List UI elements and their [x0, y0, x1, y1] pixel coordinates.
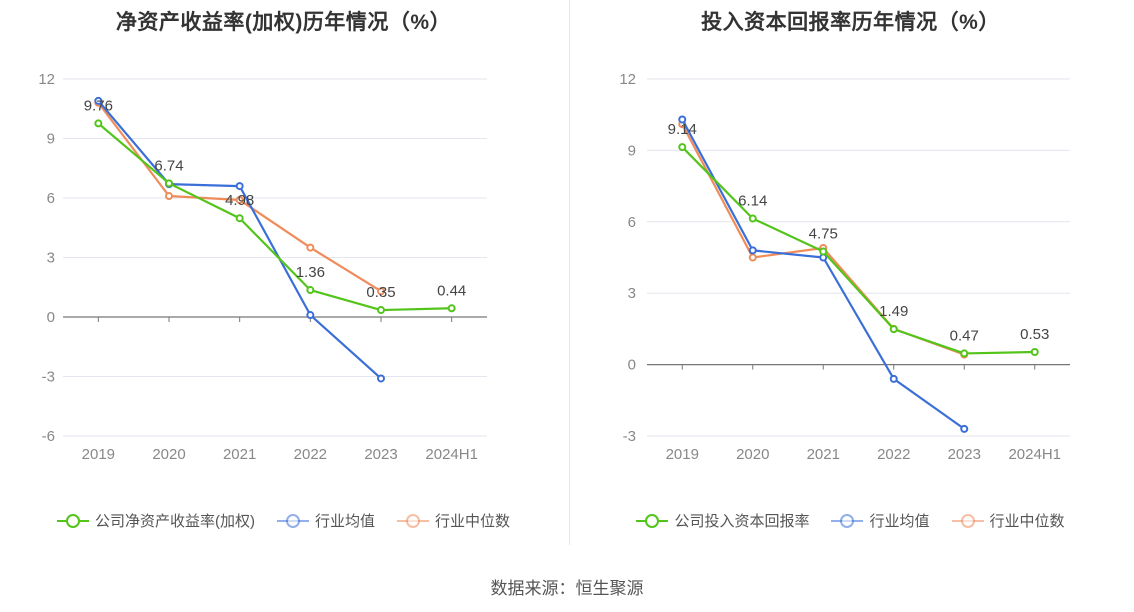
data-source-note: 数据来源：恒生聚源 [490, 579, 644, 598]
x-tick-label: 2022 [877, 446, 910, 463]
data-point [235, 195, 244, 204]
data-label: 9.76 [84, 97, 113, 114]
x-tick-label: 2023 [364, 446, 397, 463]
data-point [678, 115, 687, 124]
legend-label: 行业中位数 [989, 513, 1065, 530]
data-label: 0.53 [1020, 326, 1049, 343]
data-point [94, 96, 103, 105]
y-tick-label: -3 [42, 369, 55, 386]
chart-title: 投入资本回报率历年情况（%） [701, 11, 1000, 34]
data-point [235, 182, 244, 191]
y-tick-label: 0 [628, 357, 636, 374]
data-point [377, 306, 385, 315]
data-point [306, 311, 315, 320]
data-point [889, 374, 898, 383]
data-point [447, 304, 456, 313]
roic-chart-panel: 投入资本回报率历年情况（%） -3 0 3 6 9 12 2019 2020 2021 2022 2… [567, 0, 1134, 560]
legend-item[interactable]: 行业中位数 [397, 510, 510, 531]
data-label: 6.14 [738, 192, 767, 209]
y-tick-label: 12 [619, 71, 636, 88]
chart-legend: 公司投入资本回报率 行业均值 行业中位数 [567, 510, 1134, 531]
series-line [97, 100, 382, 380]
y-tick-label: 6 [47, 190, 55, 207]
x-tick-label: 2021 [807, 446, 840, 463]
data-point [889, 325, 898, 334]
x-tick-label: 2019 [666, 446, 699, 463]
y-tick-label: 9 [628, 142, 636, 159]
data-label: 0.44 [437, 282, 466, 299]
data-point [1030, 347, 1039, 356]
roic-chart-plot: -3 0 3 6 9 12 2019 2020 2021 2022 2023 2024H1 9.14 6.… [619, 71, 1070, 463]
y-tick-label: -6 [42, 428, 55, 445]
data-point [748, 214, 757, 223]
panel-divider [569, 0, 570, 545]
x-tick-label: 2022 [294, 446, 327, 463]
legend-item[interactable]: 行业均值 [831, 510, 930, 531]
data-point [235, 214, 244, 223]
legend-marker-icon [56, 513, 89, 529]
data-point [748, 246, 757, 255]
legend-marker-icon [831, 513, 864, 529]
data-label: 4.98 [225, 192, 254, 209]
data-point [819, 247, 828, 256]
legend-item[interactable]: 行业均值 [276, 510, 375, 531]
data-point [377, 374, 385, 383]
legend-marker-icon [276, 513, 309, 529]
data-point [377, 287, 385, 296]
data-label: 9.14 [668, 121, 697, 138]
roe-chart-panel: 净资产收益率(加权)历年情况（%） -6 -3 0 3 6 9 12 2019 2020 2021… [0, 0, 567, 560]
data-label: 0.47 [950, 327, 979, 344]
data-point [960, 349, 969, 358]
x-tick-label: 2021 [223, 446, 256, 463]
y-tick-label: 3 [628, 285, 636, 302]
data-point [165, 179, 173, 188]
legend-label: 行业中位数 [435, 513, 511, 530]
data-point [678, 143, 687, 152]
x-tick-label: 2024H1 [1008, 446, 1061, 463]
series-line [681, 146, 1035, 355]
data-point [960, 424, 969, 433]
legend-marker-icon [951, 513, 984, 529]
data-point [306, 286, 315, 295]
legend-item[interactable]: 公司净资产收益率(加权) [56, 510, 255, 531]
x-tick-label: 2019 [82, 446, 115, 463]
legend-item[interactable]: 公司投入资本回报率 [636, 510, 809, 531]
legend-label: 公司净资产收益率(加权) [94, 513, 255, 530]
y-tick-label: 6 [628, 214, 636, 231]
x-tick-label: 2023 [948, 446, 981, 463]
data-point [306, 243, 315, 252]
data-point [748, 253, 757, 262]
series-line [681, 118, 965, 430]
legend-label: 行业均值 [869, 513, 930, 530]
data-point [165, 192, 173, 201]
roe-chart-plot: -6 -3 0 3 6 9 12 2019 2020 2021 2022 2023 2024H1 9.76… [38, 71, 487, 463]
x-tick-label: 2020 [152, 446, 185, 463]
series-line [97, 122, 452, 312]
legend-item[interactable]: 行业中位数 [951, 510, 1065, 531]
x-tick-label: 2024H1 [425, 446, 478, 463]
x-tick-label: 2020 [736, 446, 769, 463]
legend-marker-icon [636, 513, 669, 529]
y-tick-label: 3 [47, 250, 55, 267]
legend-label: 公司投入资本回报率 [674, 513, 810, 530]
data-label: 1.49 [879, 303, 908, 320]
y-tick-label: 0 [47, 309, 55, 326]
y-tick-label: -3 [623, 428, 636, 445]
chart-legend: 公司净资产收益率(加权) 行业均值 行业中位数 [0, 510, 567, 531]
y-tick-label: 9 [47, 131, 55, 148]
data-label: 0.35 [366, 284, 395, 301]
data-point [94, 119, 103, 128]
legend-marker-icon [397, 513, 429, 529]
data-label: 1.36 [296, 264, 325, 281]
y-tick-label: 12 [38, 71, 55, 88]
legend-label: 行业均值 [314, 513, 375, 530]
data-label: 6.74 [154, 157, 183, 174]
chart-title: 净资产收益率(加权)历年情况（%） [115, 11, 452, 34]
data-label: 4.75 [809, 226, 838, 243]
